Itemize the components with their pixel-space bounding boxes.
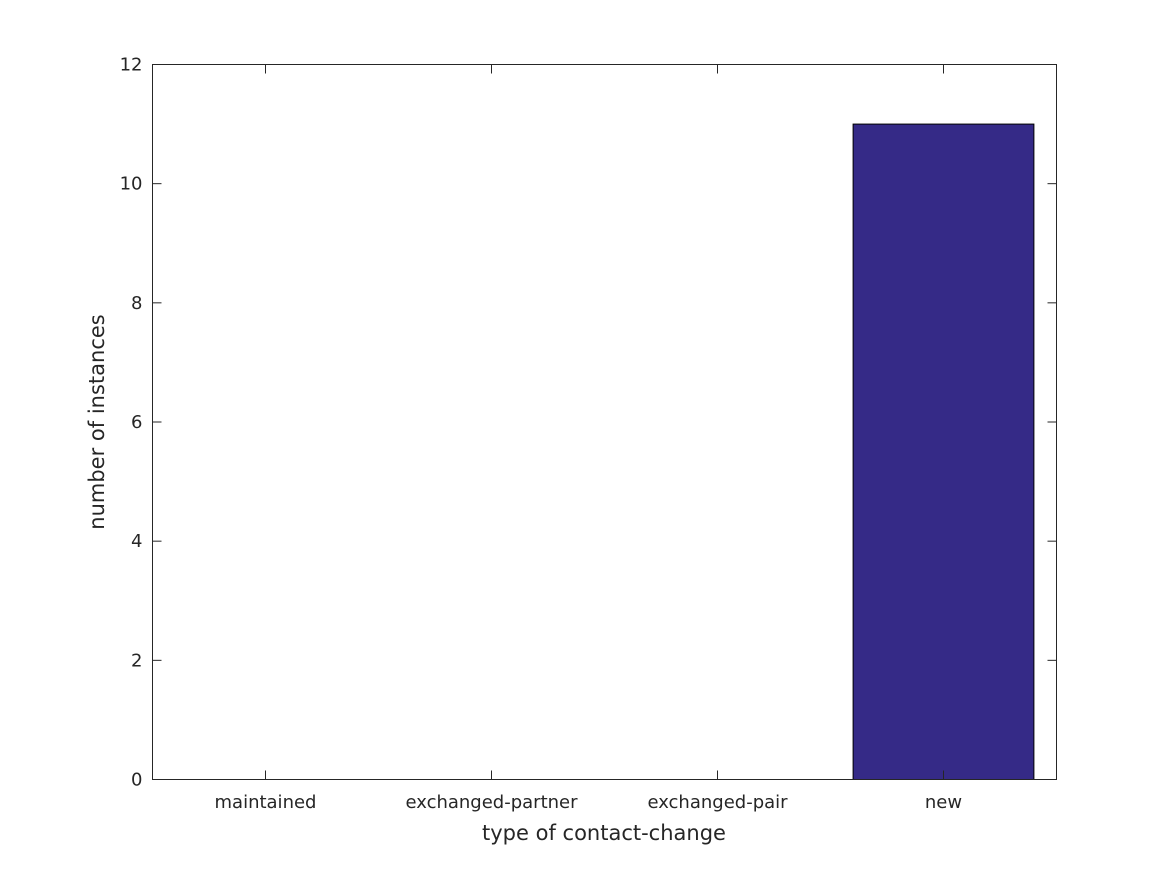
y-tick-label: 2 [131, 650, 142, 671]
x-tick-label: exchanged-pair [647, 792, 788, 813]
y-tick-label: 4 [131, 531, 142, 552]
y-tick-label: 0 [131, 770, 142, 791]
x-tick-label: exchanged-partner [405, 792, 578, 813]
x-tick-label: maintained [215, 792, 317, 813]
x-tick-label: new [925, 792, 962, 813]
y-tick-label: 6 [131, 412, 142, 433]
y-tick-label: 12 [120, 55, 143, 76]
y-tick-label: 10 [120, 174, 143, 195]
bar-new [852, 123, 1035, 781]
y-axis-label: number of instances [85, 314, 109, 529]
y-tick-label: 8 [131, 293, 142, 314]
x-axis-label: type of contact-change [482, 821, 726, 845]
